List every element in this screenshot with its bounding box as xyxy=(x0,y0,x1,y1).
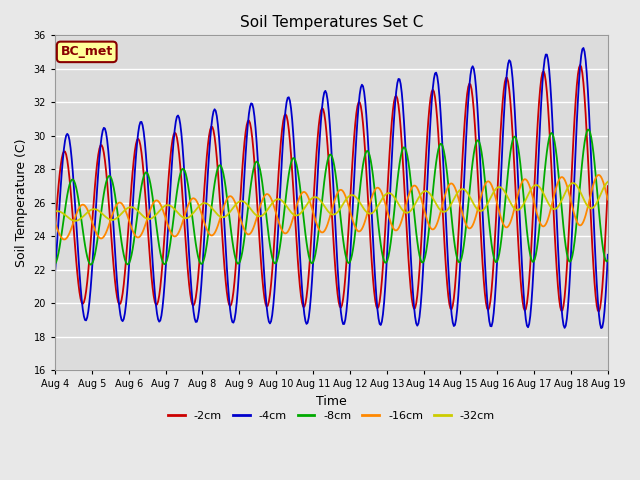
-32cm xyxy=(315,196,323,202)
-8cm xyxy=(51,261,59,267)
-16cm xyxy=(51,220,59,226)
-8cm xyxy=(315,228,323,234)
-4cm xyxy=(592,259,600,265)
-16cm xyxy=(351,224,359,230)
-8cm xyxy=(381,260,389,265)
Line: -2cm: -2cm xyxy=(55,65,608,312)
-4cm xyxy=(580,45,588,51)
-4cm xyxy=(380,300,388,306)
Legend: -2cm, -4cm, -8cm, -16cm, -32cm: -2cm, -4cm, -8cm, -16cm, -32cm xyxy=(164,406,499,425)
Line: -4cm: -4cm xyxy=(55,48,608,328)
-32cm xyxy=(318,200,326,205)
-32cm xyxy=(381,192,389,198)
Y-axis label: Soil Temperature (C): Soil Temperature (C) xyxy=(15,139,28,267)
-4cm xyxy=(314,173,321,179)
-32cm xyxy=(51,209,59,215)
-4cm xyxy=(504,61,512,67)
-2cm xyxy=(380,246,388,252)
-8cm xyxy=(506,158,513,164)
-8cm xyxy=(604,257,612,263)
Line: -8cm: -8cm xyxy=(55,130,608,264)
-8cm xyxy=(351,229,359,235)
X-axis label: Time: Time xyxy=(316,395,347,408)
-16cm xyxy=(315,226,323,232)
-16cm xyxy=(318,229,326,235)
Line: -32cm: -32cm xyxy=(55,182,608,221)
-8cm xyxy=(584,127,592,132)
-16cm xyxy=(592,175,600,181)
-2cm xyxy=(51,225,59,231)
-2cm xyxy=(595,309,603,314)
-4cm xyxy=(317,118,324,124)
Text: BC_met: BC_met xyxy=(61,46,113,59)
-32cm xyxy=(71,218,79,224)
-8cm xyxy=(318,198,326,204)
Line: -16cm: -16cm xyxy=(55,175,608,240)
-32cm xyxy=(506,197,513,203)
-16cm xyxy=(381,201,389,206)
-32cm xyxy=(351,194,359,200)
-2cm xyxy=(350,134,358,140)
-8cm xyxy=(86,262,94,267)
-2cm xyxy=(604,183,612,189)
-2cm xyxy=(576,62,584,68)
-4cm xyxy=(350,176,358,181)
-4cm xyxy=(604,252,612,258)
-32cm xyxy=(592,202,600,207)
-16cm xyxy=(60,237,68,242)
-32cm xyxy=(604,179,612,185)
-16cm xyxy=(595,172,603,178)
-2cm xyxy=(504,79,512,84)
-4cm xyxy=(51,270,59,276)
-8cm xyxy=(593,184,600,190)
-2cm xyxy=(314,135,321,141)
-16cm xyxy=(506,222,513,228)
-16cm xyxy=(604,197,612,203)
-4cm xyxy=(597,325,605,331)
-2cm xyxy=(317,108,324,114)
-2cm xyxy=(592,293,600,299)
Title: Soil Temperatures Set C: Soil Temperatures Set C xyxy=(240,15,423,30)
